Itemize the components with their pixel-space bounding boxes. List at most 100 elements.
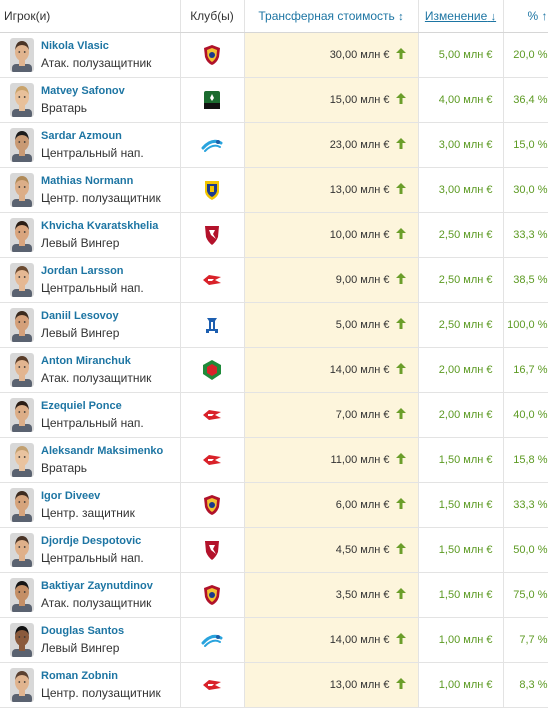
- change-cell: 1,00 млн €: [418, 617, 504, 663]
- table-row: Daniil Lesovoy Левый Вингер 5,00 млн € 2,50…: [0, 302, 548, 348]
- change-cell: 3,00 млн €: [418, 122, 504, 168]
- club-cell: [180, 527, 245, 573]
- change-cell: 2,50 млн €: [418, 257, 504, 303]
- club-cell: [180, 122, 245, 168]
- trend-up-icon: [390, 633, 406, 646]
- player-name-link[interactable]: Matvey Safonov: [41, 84, 125, 97]
- rubin-crest-icon[interactable]: [201, 540, 223, 560]
- spartak-crest-icon[interactable]: [201, 408, 223, 420]
- transfer-value: 3,50 млн €: [335, 589, 390, 601]
- zenit-crest-icon[interactable]: [201, 633, 223, 647]
- player-avatar[interactable]: [10, 397, 34, 432]
- lokomotiv-crest-icon[interactable]: [201, 359, 223, 380]
- change-cell: 5,00 млн €: [418, 32, 504, 78]
- player-avatar[interactable]: [10, 667, 34, 702]
- krasnodar-crest-icon[interactable]: [201, 90, 223, 109]
- header-transfer-value[interactable]: Трансферная стоимость ↕: [244, 0, 419, 33]
- player-position: Центральный нап.: [41, 415, 144, 430]
- player-name-link[interactable]: Djordje Despotovic: [41, 534, 142, 547]
- player-avatar[interactable]: [10, 172, 34, 207]
- transfer-value-cell: 15,00 млн €: [244, 77, 419, 123]
- player-name-link[interactable]: Daniil Lesovoy: [41, 309, 119, 322]
- trend-up-icon: [390, 93, 406, 106]
- player-avatar[interactable]: [10, 307, 34, 342]
- sort-both-icon: ↕: [398, 10, 404, 23]
- player-name-link[interactable]: Nikola Vlasic: [41, 39, 109, 52]
- header-percent[interactable]: % ↑: [503, 0, 548, 33]
- transfer-value: 7,00 млн €: [335, 409, 390, 421]
- rostov-crest-icon[interactable]: [201, 180, 223, 200]
- header-change[interactable]: Изменение ↓: [418, 0, 504, 33]
- player-avatar[interactable]: [10, 217, 34, 252]
- transfer-value: 14,00 млн €: [329, 364, 390, 376]
- trend-up-icon: [390, 408, 406, 421]
- table-row: Mathias Normann Центр. полузащитник 13,00 …: [0, 167, 548, 213]
- spartak-crest-icon[interactable]: [201, 273, 223, 285]
- player-name-link[interactable]: Sardar Azmoun: [41, 129, 122, 142]
- trend-up-icon: [390, 273, 406, 286]
- table-row: Nikola Vlasic Атак. полузащитник 30,00 млн…: [0, 32, 548, 78]
- percent-change-cell: 33,3 %: [503, 482, 548, 528]
- player-name-link[interactable]: Igor Diveev: [41, 489, 101, 502]
- transfer-value-cell: 5,00 млн €: [244, 302, 419, 348]
- player-cell: Douglas Santos Левый Вингер: [0, 617, 181, 663]
- player-name-link[interactable]: Mathias Normann: [41, 174, 134, 187]
- percent-change-cell: 36,4 %: [503, 77, 548, 123]
- spartak-crest-icon[interactable]: [201, 678, 223, 690]
- transfer-value-cell: 30,00 млн €: [244, 32, 419, 78]
- cska-crest-icon[interactable]: [201, 584, 223, 605]
- player-avatar[interactable]: [10, 352, 34, 387]
- player-avatar[interactable]: [10, 127, 34, 162]
- player-avatar[interactable]: [10, 532, 34, 567]
- player-name-link[interactable]: Aleksandr Maksimenko: [41, 444, 164, 457]
- transfer-value: 10,00 млн €: [329, 229, 390, 241]
- percent-change-cell: 100,0 %: [503, 302, 548, 348]
- player-cell: Khvicha Kvaratskhelia Левый Вингер: [0, 212, 181, 258]
- player-position: Центр. защитник: [41, 505, 135, 520]
- player-name-link[interactable]: Jordan Larsson: [41, 264, 124, 277]
- transfer-value-cell: 13,00 млн €: [244, 167, 419, 213]
- rubin-crest-icon[interactable]: [201, 225, 223, 245]
- player-name-link[interactable]: Roman Zobnin: [41, 669, 118, 682]
- player-avatar[interactable]: [10, 37, 34, 72]
- player-avatar[interactable]: [10, 82, 34, 117]
- player-cell: Nikola Vlasic Атак. полузащитник: [0, 32, 181, 78]
- player-name-link[interactable]: Douglas Santos: [41, 624, 125, 637]
- percent-change-cell: 33,3 %: [503, 212, 548, 258]
- cska-crest-icon[interactable]: [201, 44, 223, 65]
- zenit-crest-icon[interactable]: [201, 138, 223, 152]
- player-position: Вратарь: [41, 460, 88, 475]
- player-avatar[interactable]: [10, 442, 34, 477]
- club-cell: [180, 302, 245, 348]
- club-cell: [180, 167, 245, 213]
- cska-crest-icon[interactable]: [201, 494, 223, 515]
- table-row: Djordje Despotovic Центральный нап. 4,50 м…: [0, 527, 548, 573]
- player-position: Левый Вингер: [41, 640, 120, 655]
- trend-up-icon: [390, 318, 406, 331]
- player-avatar[interactable]: [10, 577, 34, 612]
- trend-up-icon: [390, 543, 406, 556]
- player-position: Центр. полузащитник: [41, 190, 161, 205]
- player-name-link[interactable]: Anton Miranchuk: [41, 354, 131, 367]
- player-name-link[interactable]: Ezequiel Ponce: [41, 399, 122, 412]
- transfer-value-cell: 11,00 млн €: [244, 437, 419, 483]
- player-cell: Djordje Despotovic Центральный нап.: [0, 527, 181, 573]
- club-cell: [180, 212, 245, 258]
- transfer-value-cell: 13,00 млн €: [244, 662, 419, 708]
- player-avatar[interactable]: [10, 622, 34, 657]
- change-cell: 1,00 млн €: [418, 662, 504, 708]
- player-avatar[interactable]: [10, 262, 34, 297]
- header-club[interactable]: Клуб(ы): [180, 0, 245, 33]
- player-name-link[interactable]: Khvicha Kvaratskhelia: [41, 219, 159, 232]
- table-row: Roman Zobnin Центр. полузащитник 13,00 млн…: [0, 662, 548, 708]
- dynamo-crest-icon[interactable]: [201, 317, 223, 333]
- player-position: Центральный нап.: [41, 550, 144, 565]
- player-name-link[interactable]: Baktiyar Zaynutdinov: [41, 579, 153, 592]
- change-cell: 3,00 млн €: [418, 167, 504, 213]
- player-position: Левый Вингер: [41, 235, 120, 250]
- spartak-crest-icon[interactable]: [201, 453, 223, 465]
- player-avatar[interactable]: [10, 487, 34, 522]
- table-row: Khvicha Kvaratskhelia Левый Вингер 10,00 м…: [0, 212, 548, 258]
- header-player[interactable]: Игрок(и): [0, 0, 181, 33]
- player-position: Центр. полузащитник: [41, 685, 161, 700]
